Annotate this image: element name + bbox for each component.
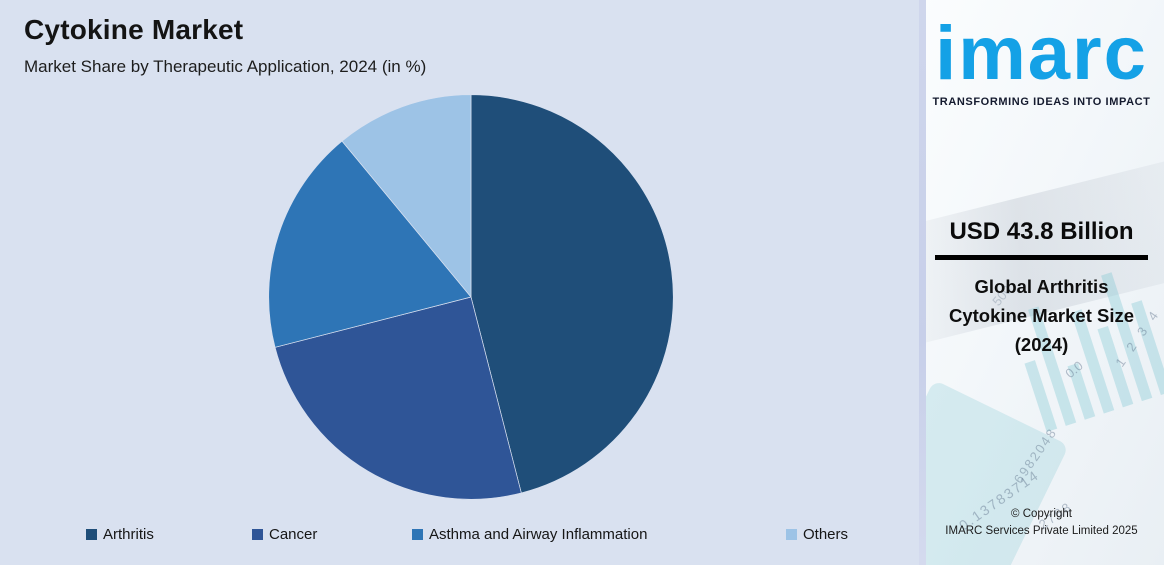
brand-panel: 1 2 3 4 6982048 0.13783714 2768 0.0 500 … [919,0,1164,565]
copyright-notice: © Copyright IMARC Services Private Limit… [919,506,1164,540]
legend-label-asthma: Asthma and Airway Inflammation [429,525,648,543]
legend-item-others: Others [786,524,848,544]
legend-marker-cancer [252,528,263,540]
pie-chart-container [268,94,674,500]
legend-label-cancer: Cancer [269,525,318,543]
legend-item-asthma: Asthma and Airway Inflammation [412,524,647,544]
legend-marker-asthma [412,528,423,540]
page-subtitle: Market Share by Therapeutic Application,… [24,57,427,76]
pie-slice-cancer [274,296,522,500]
legend-marker-others [786,528,797,540]
divider-rule [935,255,1148,260]
page-title: Cytokine Market [24,14,244,45]
copyright-line1: © Copyright [1011,508,1072,520]
pie-slice-arthritis [470,94,674,494]
imarc-tagline: TRANSFORMING IDEAS INTO IMPACT [932,96,1151,108]
imarc-logo: imarc [935,11,1148,96]
market-size-label: Global Arthritis Cytokine Market Size (2… [948,276,1135,355]
legend-item-arthritis: Arthritis [86,524,154,544]
panel-edge-strip [919,0,926,565]
market-size-value: USD 43.8 Billion [949,218,1134,245]
legend-marker-arthritis [86,528,97,540]
pie-chart [268,94,674,500]
legend-item-cancer: Cancer [252,524,317,544]
pie-slice-others [341,94,472,298]
chart-area: Cytokine Market Market Share by Therapeu… [24,14,849,544]
legend-label-others: Others [803,525,849,543]
legend-label-arthritis: Arthritis [103,525,154,543]
copyright-line2: IMARC Services Private Limited 2025 [945,525,1138,537]
pie-slice-asthma-and-airway-inflammation [268,140,472,348]
